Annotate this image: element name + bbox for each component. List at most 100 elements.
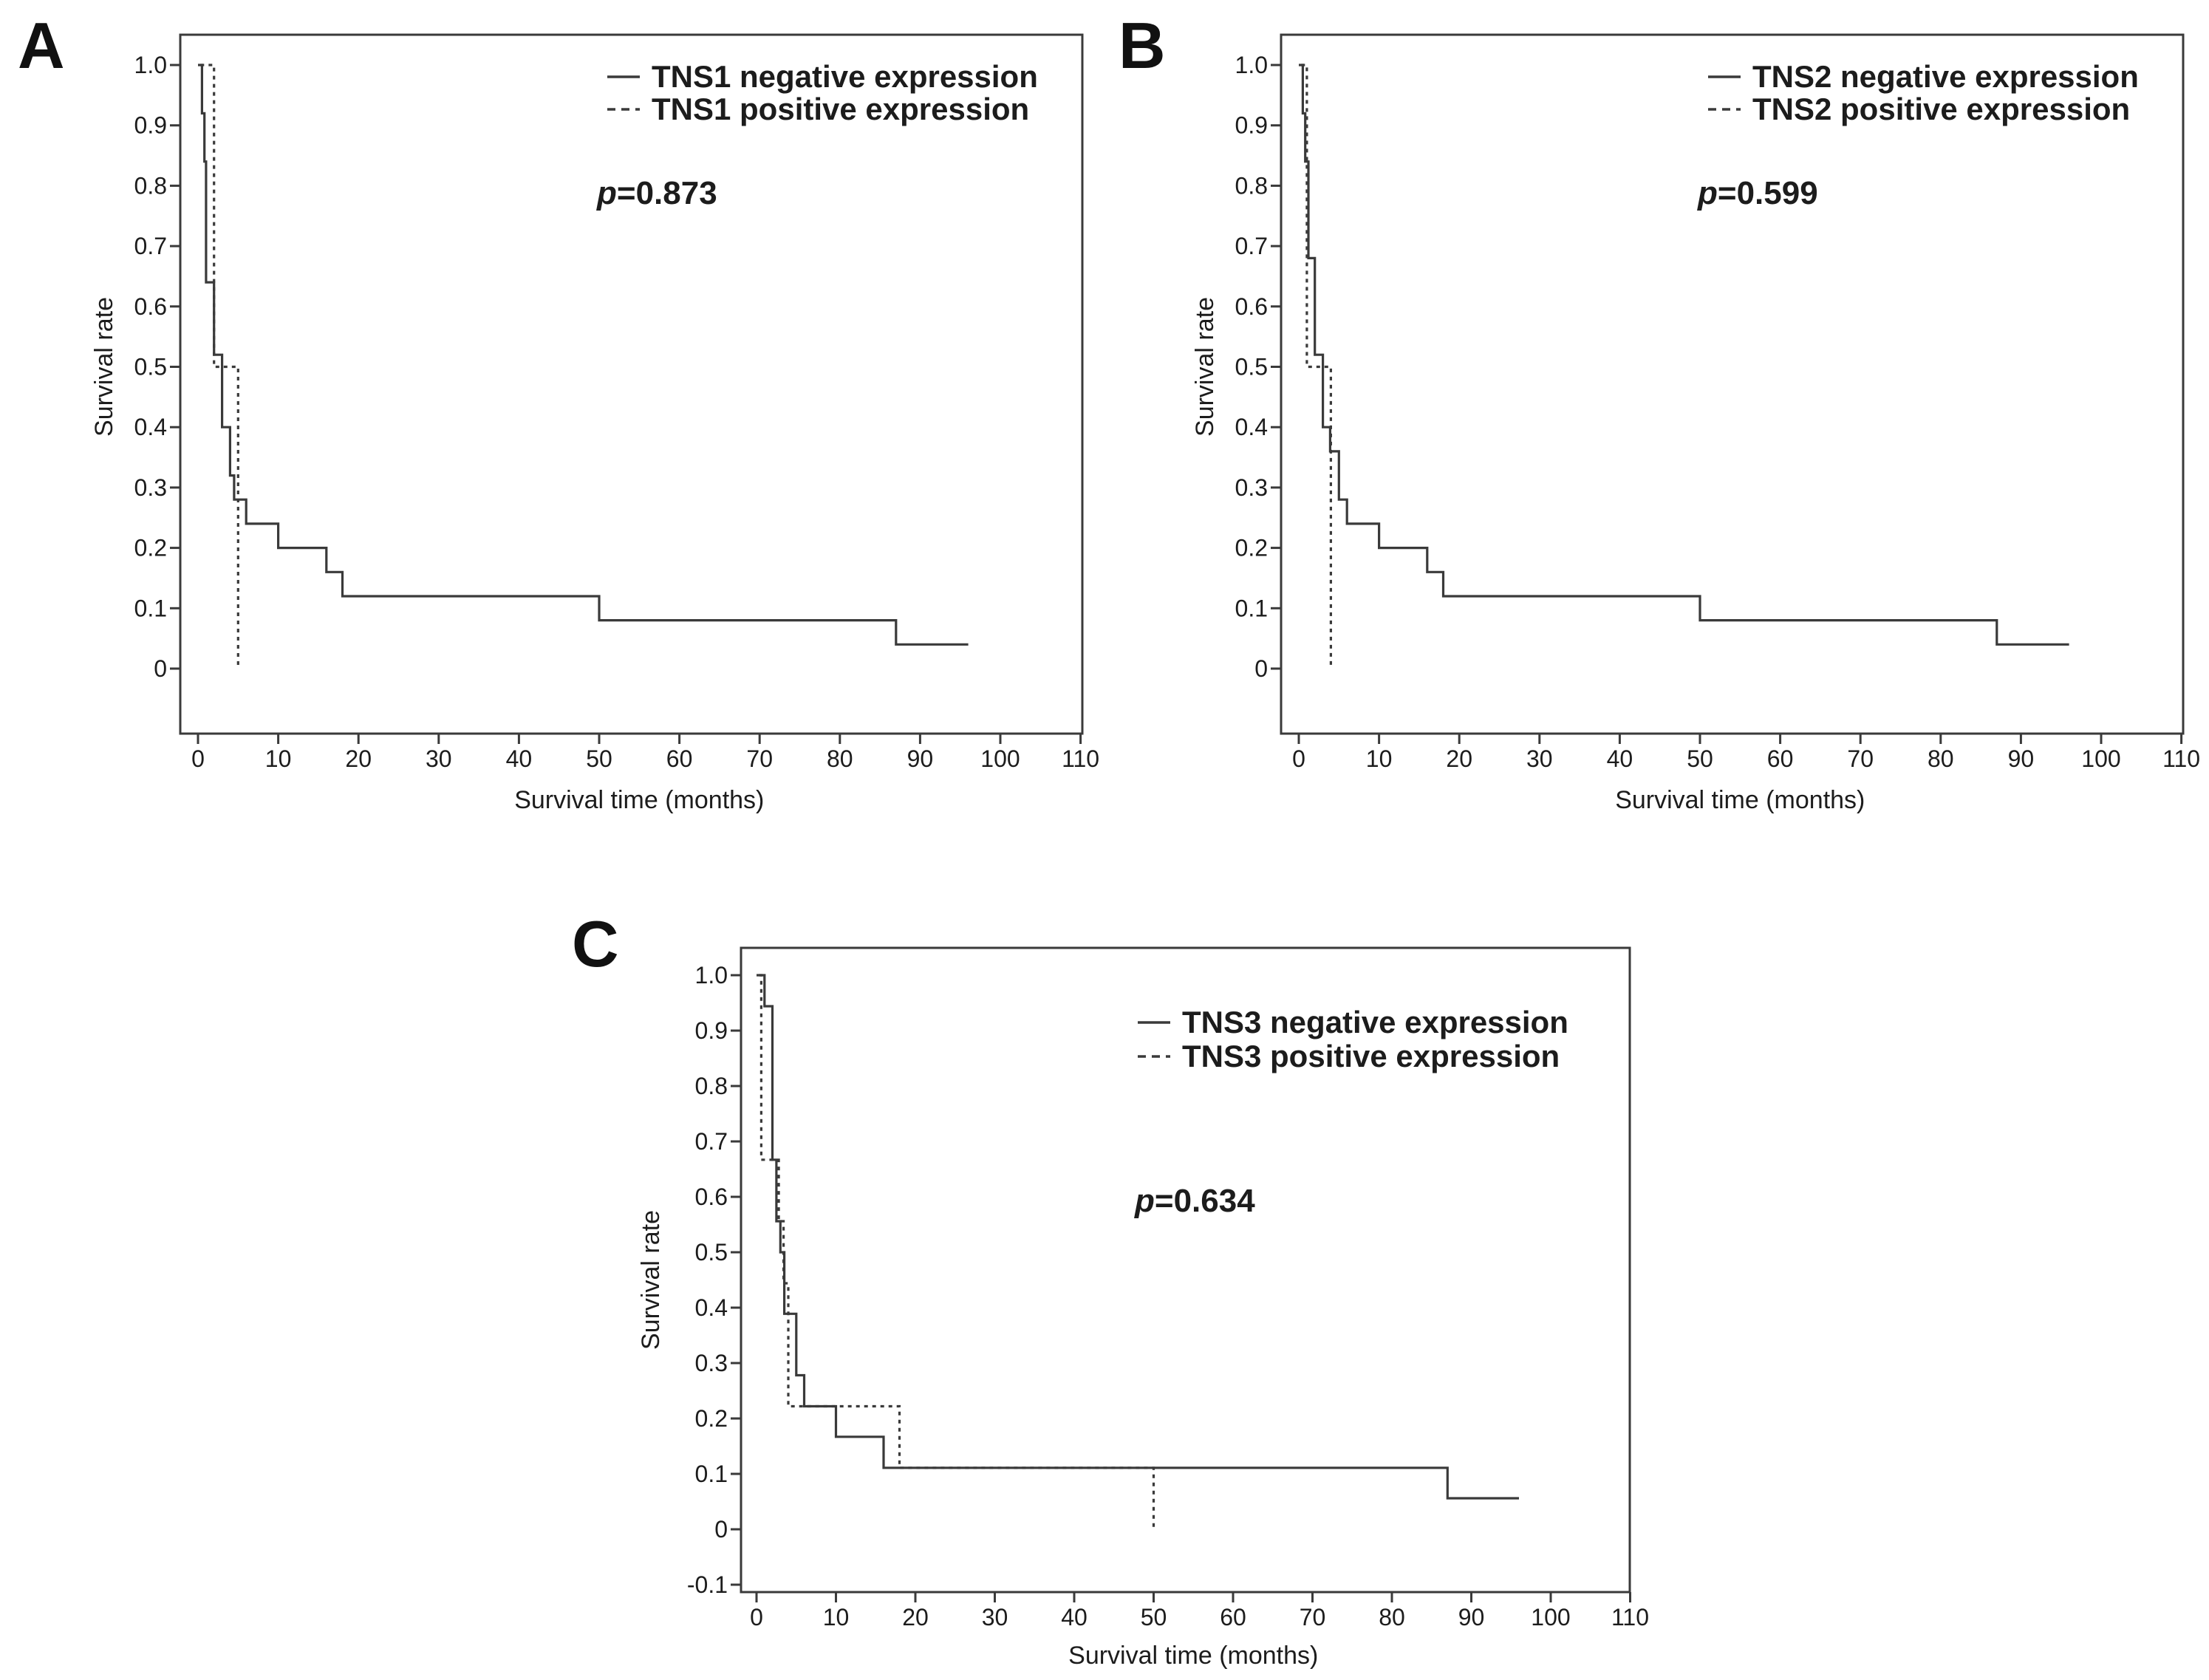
plot-border	[740, 946, 1631, 1594]
panel-a: A 0 0.1 0.2 0.3 0.4 0.5 0.6 0.7 0.8 0.9 1.0 0 10 20 30…	[0, 0, 1101, 842]
y-tick-label: 0.3	[1235, 474, 1268, 501]
panel-c: C -0.1 0 0.1 0.2 0.3 0.4 0.5 0.6 0.7 0.8 0.9 1.0 0 10…	[547, 879, 1699, 1680]
legend-label: TNS1 positive expression	[652, 92, 1029, 126]
panel-label-a: A	[18, 9, 65, 82]
y-tick-label: 0.6	[695, 1184, 728, 1210]
x-tick-label: 90	[2008, 745, 2035, 772]
x-tick-label: 100	[2081, 745, 2120, 772]
x-tick-label: 90	[907, 745, 934, 772]
x-tick-label: 30	[1526, 745, 1553, 772]
legend-label: TNS3 positive expression	[1182, 1039, 1560, 1073]
y-axis-title: Survival rate	[1191, 297, 1219, 437]
y-tick-label: 0	[1254, 655, 1268, 682]
legend-label: TNS3 negative expression	[1182, 1005, 1568, 1039]
y-tick-label: 0.6	[134, 293, 167, 320]
x-tick-label: 110	[2162, 745, 2200, 772]
x-axis-title: Survival time (months)	[1068, 1642, 1318, 1670]
x-tick-label: 50	[1141, 1604, 1167, 1631]
x-tick-label: 20	[345, 745, 372, 772]
survival-curve-dashed	[759, 974, 1155, 1529]
x-tick-label: 60	[1220, 1604, 1246, 1631]
x-tick-label: 80	[1379, 1604, 1405, 1631]
y-tick-label: 0.7	[134, 233, 167, 259]
x-tick-label: 50	[586, 745, 612, 772]
y-tick-label: 0.4	[695, 1294, 728, 1321]
x-tick-label: 0	[1292, 745, 1305, 772]
survival-curve-dashed	[200, 64, 239, 669]
y-tick-label: 0.1	[1235, 595, 1268, 621]
survival-curve-solid	[757, 974, 1519, 1500]
y-tick-label: 0.9	[1235, 112, 1268, 139]
y-tick-label: 0.2	[134, 535, 167, 561]
x-tick-label: 100	[1531, 1604, 1570, 1631]
x-tick-label: 10	[1366, 745, 1393, 772]
y-axis-title: Survival rate	[90, 297, 118, 437]
y-tick-label: 0.6	[1235, 293, 1268, 320]
y-tick-label: 0.8	[695, 1073, 728, 1099]
survival-curve-solid	[198, 64, 969, 646]
y-tick-label: 0.2	[1235, 535, 1268, 561]
x-tick-label: 40	[506, 745, 533, 772]
y-tick-label: 0.9	[695, 1017, 728, 1044]
y-tick-label: 1.0	[695, 962, 728, 988]
x-tick-label: 60	[666, 745, 693, 772]
km-chart-c: -0.1 0 0.1 0.2 0.3 0.4 0.5 0.6 0.7 0.8 0.9 1.0 0 10 20…	[637, 946, 1649, 1670]
y-tick-label: 0.8	[1235, 172, 1268, 199]
y-tick-label: 0.4	[134, 414, 167, 440]
x-axis-title: Survival time (months)	[1615, 786, 1865, 814]
y-tick-label: 0	[714, 1516, 728, 1543]
y-tick-label: 0.5	[1235, 354, 1268, 380]
x-tick-label: 100	[980, 745, 1020, 772]
x-tick-label: 70	[1300, 1604, 1326, 1631]
y-tick-label: -0.1	[687, 1571, 728, 1598]
x-tick-label: 70	[1847, 745, 1874, 772]
x-tick-label: 110	[1611, 1604, 1649, 1631]
x-axis-title: Survival time (months)	[514, 786, 764, 814]
y-tick-label: 0.8	[134, 172, 167, 199]
plot-border	[179, 33, 1084, 735]
y-tick-label: 0.7	[1235, 233, 1268, 259]
x-tick-label: 50	[1687, 745, 1713, 772]
y-tick-label: 0.5	[695, 1239, 728, 1266]
y-tick-label: 0.3	[695, 1350, 728, 1376]
panel-label-c: C	[572, 907, 619, 980]
p-value-label: p=0.873	[596, 175, 717, 211]
x-tick-label: 40	[1061, 1604, 1088, 1631]
legend-label: TNS2 negative expression	[1752, 59, 2139, 94]
p-value-label: p=0.599	[1697, 175, 1818, 211]
p-value-label: p=0.634	[1134, 1183, 1255, 1219]
x-tick-label: 60	[1767, 745, 1794, 772]
x-tick-label: 20	[1446, 745, 1472, 772]
x-tick-label: 110	[1062, 745, 1099, 772]
y-tick-label: 0.2	[695, 1405, 728, 1432]
y-tick-label: 0.9	[134, 112, 167, 139]
y-tick-label: 0.3	[134, 474, 167, 501]
x-tick-label: 20	[902, 1604, 929, 1631]
x-tick-label: 40	[1607, 745, 1633, 772]
plot-border	[1280, 33, 2185, 735]
y-tick-label: 0.1	[695, 1461, 728, 1487]
panel-b: B 0 0.1 0.2 0.3 0.4 0.5 0.6 0.7 0.8 0.9 1.0 0 10 20 30…	[1101, 0, 2202, 842]
y-tick-label: 0.4	[1235, 414, 1268, 440]
x-tick-label: 10	[823, 1604, 850, 1631]
y-tick-label: 0.5	[134, 354, 167, 380]
x-tick-label: 10	[265, 745, 292, 772]
legend-label: TNS1 negative expression	[652, 59, 1038, 94]
y-tick-label: 1.0	[1235, 52, 1268, 78]
survival-curve-solid	[1299, 64, 2069, 646]
y-tick-label: 0.7	[695, 1128, 728, 1155]
y-tick-label: 0	[154, 655, 167, 682]
x-tick-label: 0	[191, 745, 205, 772]
panel-label-b: B	[1119, 9, 1166, 82]
x-tick-label: 80	[1928, 745, 1954, 772]
y-tick-label: 0.1	[134, 595, 167, 621]
x-tick-label: 0	[750, 1604, 763, 1631]
survival-curve-dashed	[1301, 64, 1332, 669]
x-tick-label: 30	[982, 1604, 1008, 1631]
x-tick-label: 90	[1458, 1604, 1485, 1631]
km-chart-b: 0 0.1 0.2 0.3 0.4 0.5 0.6 0.7 0.8 0.9 1.0 0 10 20 30 40…	[1191, 33, 2200, 814]
km-chart-a: 0 0.1 0.2 0.3 0.4 0.5 0.6 0.7 0.8 0.9 1.0 0 10 20 30 40…	[90, 33, 1099, 814]
x-tick-label: 30	[426, 745, 452, 772]
x-tick-label: 80	[827, 745, 853, 772]
